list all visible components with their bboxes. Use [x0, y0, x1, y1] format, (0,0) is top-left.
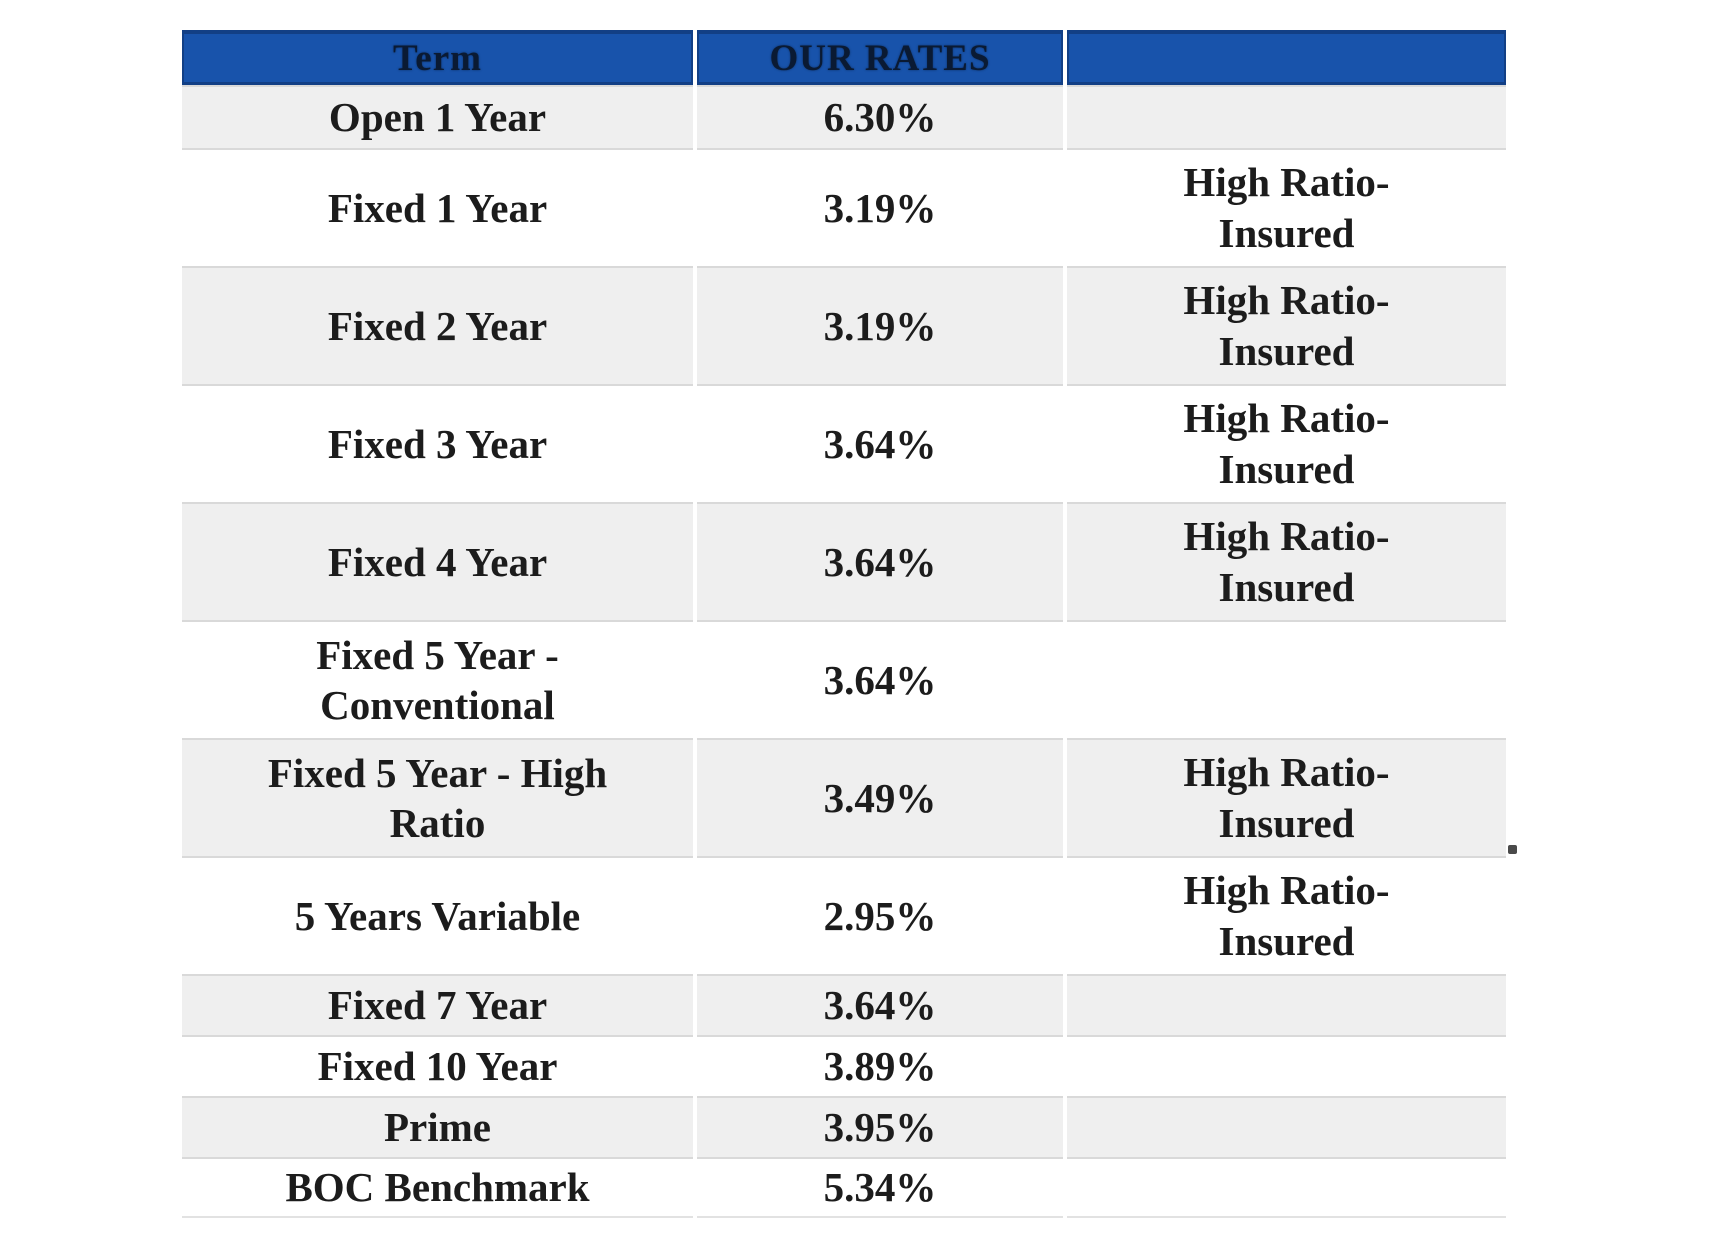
term-cell: Prime: [182, 1096, 693, 1157]
rate-cell: 3.64%: [697, 384, 1063, 502]
note-cell: High Ratio-Insured: [1067, 738, 1506, 856]
rate-cell: 5.34%: [697, 1157, 1063, 1218]
table-row: Fixed 3 Year 3.64% High Ratio-Insured: [182, 384, 1506, 502]
rate-cell: 3.95%: [697, 1096, 1063, 1157]
table-row: Fixed 4 Year 3.64% High Ratio-Insured: [182, 502, 1506, 620]
rate-cell: 6.30%: [697, 85, 1063, 148]
term-cell: Fixed 4 Year: [182, 502, 693, 620]
table-row: Fixed 5 Year - High Ratio 3.49% High Rat…: [182, 738, 1506, 856]
note-cell: High Ratio-Insured: [1067, 148, 1506, 266]
term-cell: Fixed 5 Year - Conventional: [182, 620, 693, 738]
note-cell: [1067, 1157, 1506, 1218]
rate-cell: 3.49%: [697, 738, 1063, 856]
mortgage-rates-table: Term OUR RATES Open 1 Year 6.30% Fixed 1…: [178, 30, 1510, 1218]
note-cell: [1067, 85, 1506, 148]
column-header-rates: OUR RATES: [697, 30, 1063, 85]
rate-cell: 3.64%: [697, 620, 1063, 738]
table-row: Prime 3.95%: [182, 1096, 1506, 1157]
table-row: 5 Years Variable 2.95% High Ratio-Insure…: [182, 856, 1506, 974]
header-row: Term OUR RATES: [182, 30, 1506, 85]
term-cell: BOC Benchmark: [182, 1157, 693, 1218]
table-row: Fixed 5 Year - Conventional 3.64%: [182, 620, 1506, 738]
rate-cell: 2.95%: [697, 856, 1063, 974]
note-cell: High Ratio-Insured: [1067, 502, 1506, 620]
term-cell: 5 Years Variable: [182, 856, 693, 974]
table-row: BOC Benchmark 5.34%: [182, 1157, 1506, 1218]
rate-cell: 3.89%: [697, 1035, 1063, 1096]
note-cell: High Ratio-Insured: [1067, 856, 1506, 974]
table-row: Fixed 7 Year 3.64%: [182, 974, 1506, 1035]
note-cell: [1067, 1096, 1506, 1157]
rate-cell: 3.64%: [697, 974, 1063, 1035]
note-cell: High Ratio-Insured: [1067, 266, 1506, 384]
term-cell: Fixed 10 Year: [182, 1035, 693, 1096]
column-header-term: Term: [182, 30, 693, 85]
table-row: Fixed 10 Year 3.89%: [182, 1035, 1506, 1096]
rate-cell: 3.19%: [697, 266, 1063, 384]
table-row: Fixed 2 Year 3.19% High Ratio-Insured: [182, 266, 1506, 384]
table-row: Open 1 Year 6.30%: [182, 85, 1506, 148]
table-row: Fixed 1 Year 3.19% High Ratio-Insured: [182, 148, 1506, 266]
note-cell: [1067, 620, 1506, 738]
term-cell: Fixed 1 Year: [182, 148, 693, 266]
term-cell: Open 1 Year: [182, 85, 693, 148]
term-cell: Fixed 7 Year: [182, 974, 693, 1035]
note-cell: [1067, 974, 1506, 1035]
rate-cell: 3.19%: [697, 148, 1063, 266]
rate-cell: 3.64%: [697, 502, 1063, 620]
note-cell: High Ratio-Insured: [1067, 384, 1506, 502]
note-cell: [1067, 1035, 1506, 1096]
column-header-empty: [1067, 30, 1506, 85]
term-cell: Fixed 5 Year - High Ratio: [182, 738, 693, 856]
term-cell: Fixed 3 Year: [182, 384, 693, 502]
speck-artifact: [1508, 845, 1517, 854]
term-cell: Fixed 2 Year: [182, 266, 693, 384]
